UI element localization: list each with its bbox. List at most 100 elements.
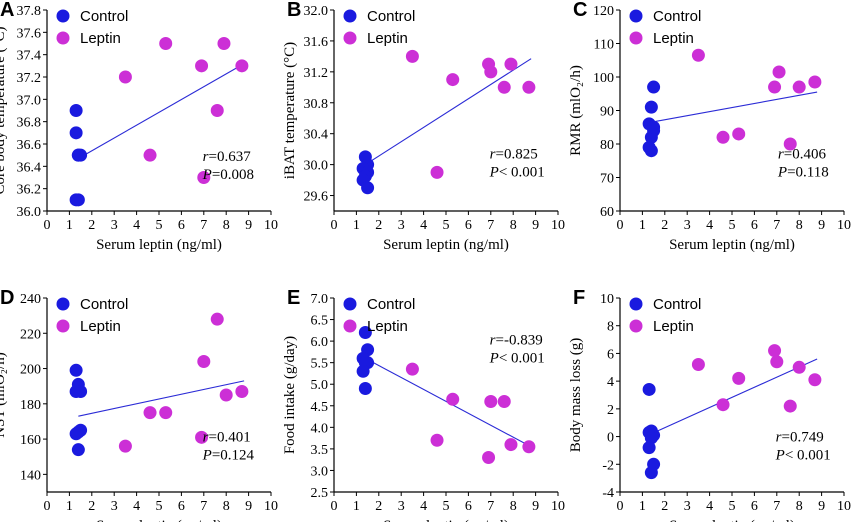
leptin-point <box>484 65 498 79</box>
p-value: < 0.001 <box>499 165 545 181</box>
y-tick-label: 3.0 <box>311 464 329 479</box>
control-point <box>69 427 83 441</box>
x-tick-label: 4 <box>706 499 713 514</box>
y-tick-label: 36.4 <box>17 160 42 175</box>
x-tick-label: 10 <box>837 499 851 514</box>
r-symbol: r <box>778 147 784 163</box>
y-tick-label: 220 <box>20 327 41 342</box>
y-tick-label: 200 <box>20 363 41 378</box>
leptin-point <box>143 148 157 162</box>
y-tick-label: 31.2 <box>304 66 329 81</box>
y-tick-label: 30.8 <box>304 97 329 112</box>
y-tick-label: 7.0 <box>311 292 329 307</box>
control-point <box>647 120 661 134</box>
leptin-point <box>497 394 511 408</box>
p-symbol: P <box>775 448 785 464</box>
x-tick-label: 4 <box>420 499 427 514</box>
r-value: =0.749 <box>782 430 824 446</box>
legend-leptin-label: Leptin <box>367 318 408 335</box>
leptin-point <box>405 49 419 63</box>
y-tick-label: 36.8 <box>17 116 42 131</box>
leptin-point <box>783 399 797 413</box>
legend-leptin-label: Leptin <box>80 30 121 47</box>
p-symbol: P <box>777 165 787 181</box>
x-tick-label: 2 <box>88 499 95 514</box>
y-tick-label: 3.5 <box>311 443 329 458</box>
x-tick-label: 9 <box>245 499 252 514</box>
r-value: =0.401 <box>209 430 251 446</box>
y-axis-label: NST (mlO₂/h) <box>0 352 8 437</box>
r-value: =0.825 <box>496 147 538 163</box>
x-tick-label: 9 <box>818 499 825 514</box>
leptin-point <box>484 394 498 408</box>
x-tick-label: 9 <box>818 218 825 233</box>
leptin-point <box>195 430 209 444</box>
legend-leptin-marker <box>343 319 357 333</box>
y-tick-label: 36.2 <box>17 183 42 198</box>
legend-control-marker <box>56 297 70 311</box>
x-tick-label: 5 <box>443 499 450 514</box>
y-tick-label: 70 <box>600 172 614 187</box>
x-tick-label: 8 <box>510 218 517 233</box>
x-tick-label: 5 <box>156 218 163 233</box>
control-point <box>69 126 83 140</box>
y-tick-label: 120 <box>593 4 614 19</box>
x-tick-label: 7 <box>773 218 780 233</box>
x-tick-label: 7 <box>487 218 494 233</box>
x-tick-label: 9 <box>245 218 252 233</box>
legend-control-marker <box>56 9 70 23</box>
regression-line <box>78 380 245 417</box>
x-tick-label: 3 <box>684 499 691 514</box>
y-tick-label: 6.0 <box>311 335 329 350</box>
leptin-point <box>118 439 132 453</box>
y-tick-label: 80 <box>600 138 614 153</box>
control-point <box>644 144 658 158</box>
p-symbol: P <box>202 448 212 464</box>
legend-control-label: Control <box>653 296 701 313</box>
leptin-point <box>716 398 730 412</box>
y-tick-label: -4 <box>602 486 614 501</box>
x-tick-label: 4 <box>706 218 713 233</box>
y-tick-label: 180 <box>20 398 41 413</box>
y-tick-label: 29.6 <box>304 190 329 205</box>
x-tick-label: 1 <box>353 499 360 514</box>
x-axis-label: Serum leptin (ng/ml) <box>383 237 509 253</box>
y-tick-label: 37.0 <box>17 93 42 108</box>
y-tick-label: 36.0 <box>17 205 42 220</box>
panel-c: 0 1 2 3 4 5 6 7 8 9 10 60 70 80 90 100 110 120 Serum lepti… <box>568 0 851 253</box>
leptin-point <box>235 59 249 73</box>
p-symbol: P <box>489 351 499 367</box>
y-axis-label: iBAT temperature (°C) <box>282 42 298 179</box>
leptin-point <box>446 73 460 87</box>
x-tick-label: 2 <box>375 218 382 233</box>
y-tick-label: 2 <box>607 403 614 418</box>
legend-leptin-label: Leptin <box>80 318 121 335</box>
x-tick-label: 8 <box>223 218 230 233</box>
leptin-point <box>159 37 173 50</box>
y-axis-label: RMR (mlO₂/h) <box>568 65 584 156</box>
legend-leptin-label: Leptin <box>653 318 694 335</box>
x-tick-label: 6 <box>751 499 758 514</box>
y-tick-label: 140 <box>20 468 41 483</box>
x-tick-label: 0 <box>44 218 51 233</box>
leptin-point <box>783 137 797 151</box>
leptin-point <box>197 171 211 184</box>
y-tick-label: 4 <box>607 375 614 390</box>
r-value: =0.406 <box>784 147 827 163</box>
p-annotation: P=0.008 <box>202 167 254 183</box>
leptin-point <box>691 358 705 372</box>
x-tick-label: 2 <box>88 218 95 233</box>
control-point <box>358 325 372 339</box>
y-tick-label: 6.5 <box>311 314 329 329</box>
x-tick-label: 4 <box>133 218 140 233</box>
legend-leptin-label: Leptin <box>653 30 694 47</box>
leptin-point <box>195 59 209 73</box>
x-tick-label: 8 <box>796 218 803 233</box>
panel-a: 0 1 2 3 4 5 6 7 8 9 10 36.0 36.2 36.4 36.6 36.8 37.0 37.2… <box>0 0 278 253</box>
panel-letter: B <box>287 0 301 21</box>
x-axis-label: Serum leptin (ng/ml) <box>669 518 795 522</box>
x-tick-label: 3 <box>111 218 118 233</box>
y-tick-label: 10 <box>600 292 614 307</box>
leptin-point <box>446 392 460 406</box>
legend-control-label: Control <box>80 8 128 25</box>
